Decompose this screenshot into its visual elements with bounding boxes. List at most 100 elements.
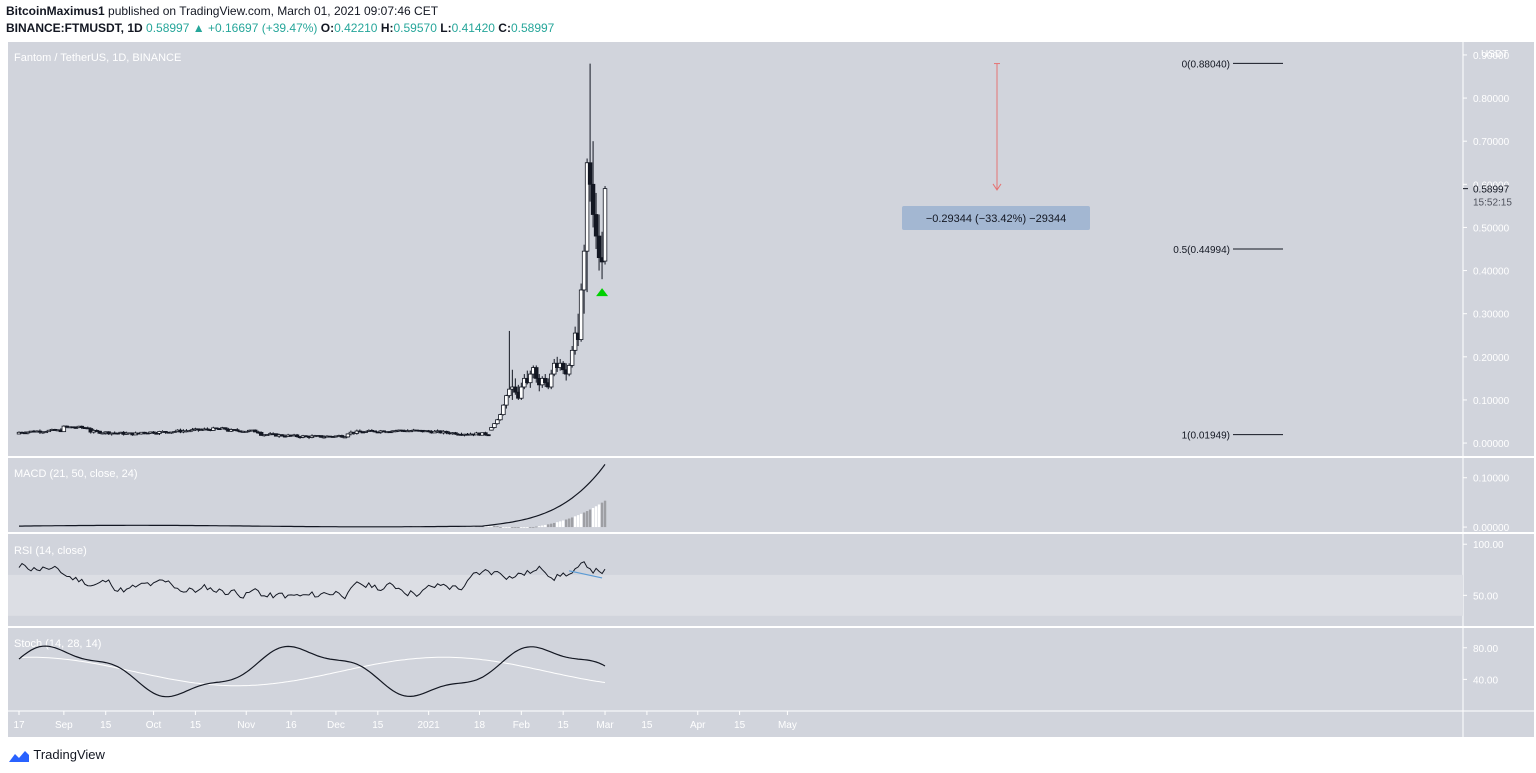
macd-histogram-bar — [508, 527, 511, 528]
candle — [492, 423, 497, 428]
candle — [596, 235, 602, 259]
footer-brand[interactable]: TradingView — [8, 747, 105, 763]
candle — [46, 429, 52, 433]
time-tick-label: Sep — [55, 720, 73, 731]
macd-histogram-bar — [556, 522, 559, 528]
macd-histogram-bar — [603, 500, 607, 528]
time-tick-label: Oct — [146, 720, 162, 731]
price-tick-label: 0.30000 — [1473, 310, 1510, 321]
macd-histogram-bar — [564, 519, 568, 528]
candle — [590, 183, 596, 215]
price-tick-label: 0.60000 — [1473, 180, 1510, 191]
macd-histogram-bar — [529, 527, 532, 528]
macd-histogram-bar — [585, 511, 589, 528]
candle — [560, 362, 566, 371]
candle — [501, 404, 506, 415]
candle — [593, 214, 599, 237]
macd-histogram-bar — [544, 524, 547, 528]
candle — [507, 388, 512, 397]
macd-histogram-bar — [600, 502, 604, 528]
candle — [318, 435, 324, 438]
green-arrow-up-icon — [596, 288, 609, 297]
measure-label: −0.29344 (−33.42%) −29344 — [926, 213, 1066, 225]
candle — [572, 332, 578, 351]
candle — [258, 431, 264, 436]
macd-histogram-bar — [490, 526, 493, 528]
macd-histogram-bar — [514, 527, 517, 528]
rsi-tick-label: 100.00 — [1473, 540, 1504, 551]
macd-histogram-bar — [505, 527, 508, 528]
macd-histogram-bar — [573, 516, 577, 528]
measure-box[interactable] — [902, 206, 1090, 230]
time-tick-label: 18 — [474, 720, 486, 731]
macd-histogram-bar — [553, 522, 556, 528]
price-tick-label: 0.00000 — [1473, 439, 1510, 450]
candle — [587, 162, 593, 185]
macd-histogram-bar — [550, 523, 553, 528]
macd-histogram-bar — [484, 526, 487, 528]
candle — [187, 430, 192, 433]
open-label: O: — [320, 21, 335, 35]
candle — [489, 427, 494, 431]
candle — [549, 373, 554, 388]
macd-histogram-bar — [496, 526, 499, 528]
time-tick-label: 15 — [372, 720, 384, 731]
candle — [43, 431, 49, 434]
pane-sto — [8, 628, 1463, 711]
macd-line — [19, 464, 606, 528]
candle — [543, 377, 548, 384]
macd-histogram-bar — [493, 526, 496, 528]
rsi-tick-label: 50.00 — [1473, 591, 1498, 602]
macd-histogram-bar — [487, 526, 490, 528]
candle — [584, 162, 590, 252]
macd-tick-label: 0.00000 — [1473, 523, 1510, 534]
published-text: published on TradingView.com, March 01, … — [108, 4, 439, 18]
high-value: 0.59570 — [393, 21, 437, 35]
time-tick-label: 17 — [13, 720, 25, 731]
candle — [151, 431, 156, 434]
macd-histogram-bar — [499, 527, 502, 528]
candle — [602, 188, 608, 262]
candle — [504, 395, 509, 406]
candle — [244, 430, 249, 433]
author-name[interactable]: BitcoinMaximus1 — [6, 4, 105, 18]
footer-brand-label: TradingView — [33, 747, 105, 762]
candle — [279, 434, 285, 437]
macd-histogram-bar — [558, 521, 562, 528]
time-tick-label: May — [778, 720, 797, 731]
macd-histogram-bar — [582, 512, 586, 528]
fib-level-label: 1(0.01949) — [1182, 431, 1230, 442]
price-tick-label: 0.80000 — [1473, 94, 1510, 105]
rsi-divergence-line — [569, 570, 603, 579]
candle — [453, 432, 458, 435]
candle — [294, 434, 300, 438]
macd-histogram-bar — [541, 525, 544, 528]
time-tick-label: Nov — [237, 720, 255, 731]
price-tick-label: 0.40000 — [1473, 267, 1510, 278]
price-tick-label: 0.90000 — [1473, 51, 1510, 62]
measure-arrow-head — [992, 183, 1002, 191]
macd-histogram-bar — [523, 527, 526, 528]
macd-histogram-bar — [597, 504, 601, 528]
candle — [528, 373, 533, 384]
symbol-label: BINANCE:FTMUSDT, 1D — [6, 21, 143, 35]
stoch-k-line — [18, 645, 606, 698]
candle — [552, 362, 557, 375]
candle — [79, 425, 84, 428]
macd-histogram-bar — [547, 524, 550, 528]
candle — [534, 367, 539, 379]
candle — [444, 430, 449, 434]
candle — [253, 429, 258, 433]
candle — [357, 430, 363, 433]
fib-level-label: 0.5(0.44994) — [1173, 245, 1230, 256]
macd-title: MACD (21, 50, close, 24) — [14, 468, 138, 480]
time-tick-label: 15 — [190, 720, 202, 731]
candle — [61, 425, 67, 433]
macd-histogram-bar — [532, 527, 535, 528]
candle — [223, 427, 228, 430]
bar-countdown-label: 15:52:15 — [1473, 198, 1512, 209]
high-label: H: — [380, 21, 394, 35]
rsi-band — [8, 574, 1463, 616]
time-tick-label: Feb — [513, 720, 531, 731]
